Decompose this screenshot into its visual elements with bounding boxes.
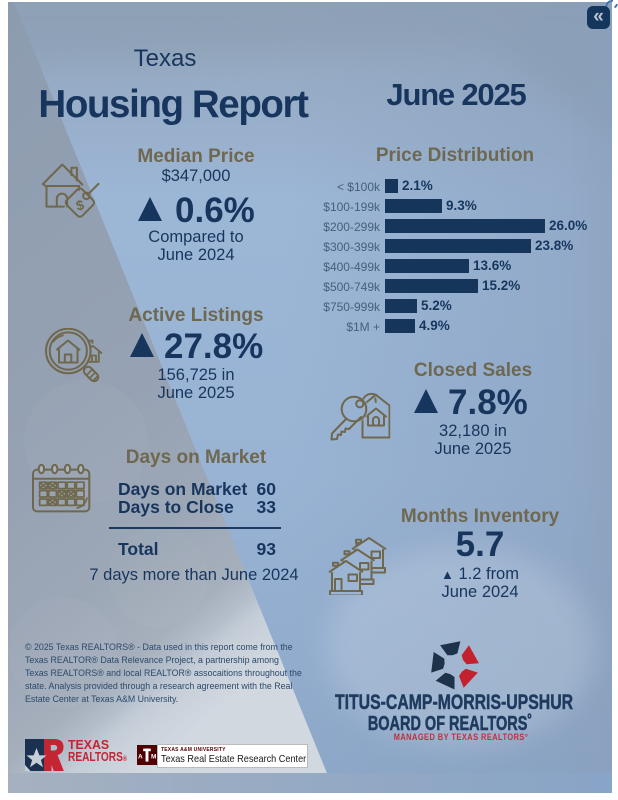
svg-text:A: A [138, 754, 143, 761]
svg-text:M: M [151, 754, 156, 761]
svg-text:$: $ [74, 196, 86, 213]
